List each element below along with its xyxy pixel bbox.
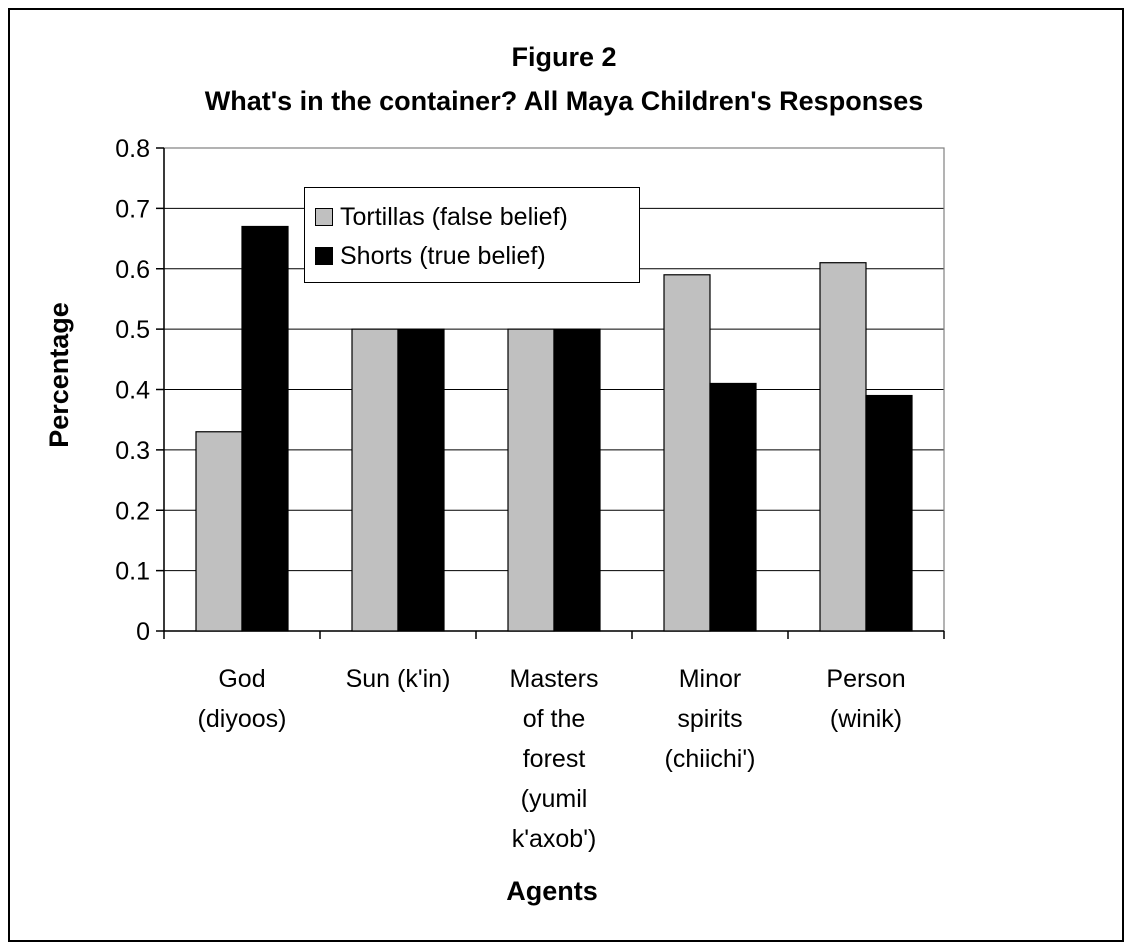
- bar-shorts: [553, 328, 601, 632]
- x-tick-label: forest: [523, 745, 586, 773]
- y-tick-label: 0.4: [115, 377, 150, 405]
- legend-label-shorts: Shorts (true belief): [340, 241, 546, 270]
- bar-shorts: [865, 394, 913, 632]
- legend-item-tortillas: Tortillas (false belief): [315, 199, 568, 235]
- y-tick-label: 0.5: [115, 316, 150, 344]
- x-tick-label: (yumil: [521, 785, 588, 813]
- bar-tortillas: [351, 328, 399, 632]
- x-axis-title: Agents: [506, 876, 598, 906]
- bar-tortillas: [819, 262, 867, 632]
- y-tick-label: 0.3: [115, 437, 150, 465]
- x-tick-label: (diyoos): [198, 705, 287, 733]
- bar-shorts: [709, 382, 757, 632]
- legend-swatch-shorts: [315, 247, 333, 265]
- bar-shorts: [241, 225, 289, 632]
- chart-title-line2: What's in the container? All Maya Childr…: [204, 86, 924, 116]
- x-tick-label: k'axob'): [512, 825, 597, 853]
- legend-label-tortillas: Tortillas (false belief): [340, 202, 568, 231]
- bar-shorts: [397, 328, 445, 632]
- y-tick-label: 0.6: [115, 256, 150, 284]
- y-tick-label: 0.8: [115, 135, 150, 163]
- x-tick-label: Person: [826, 665, 905, 693]
- x-tick-label: Minor: [679, 665, 742, 693]
- y-tick-label: 0.2: [115, 497, 150, 525]
- x-tick-label: (winik): [830, 705, 902, 733]
- x-tick-label: (chiichi'): [665, 745, 756, 773]
- legend-item-shorts: Shorts (true belief): [315, 238, 546, 274]
- chart-title-line1: Figure 2: [511, 42, 617, 72]
- y-tick-label: 0.7: [115, 195, 150, 223]
- x-tick-label: Masters: [510, 665, 599, 693]
- y-axis-title: Percentage: [44, 302, 74, 448]
- bar-tortillas: [507, 328, 555, 632]
- x-tick-label: spirits: [677, 705, 742, 733]
- legend-swatch-tortillas: [315, 208, 333, 226]
- y-tick-label: 0.1: [115, 558, 150, 586]
- x-tick-label: Sun (k'in): [346, 665, 451, 693]
- bar-tortillas: [663, 274, 711, 632]
- y-tick-label: 0: [136, 618, 150, 646]
- x-tick-label: God: [218, 665, 265, 693]
- bar-tortillas: [195, 431, 243, 632]
- chart-legend: Tortillas (false belief) Shorts (true be…: [304, 187, 640, 283]
- x-tick-label: of the: [523, 705, 586, 733]
